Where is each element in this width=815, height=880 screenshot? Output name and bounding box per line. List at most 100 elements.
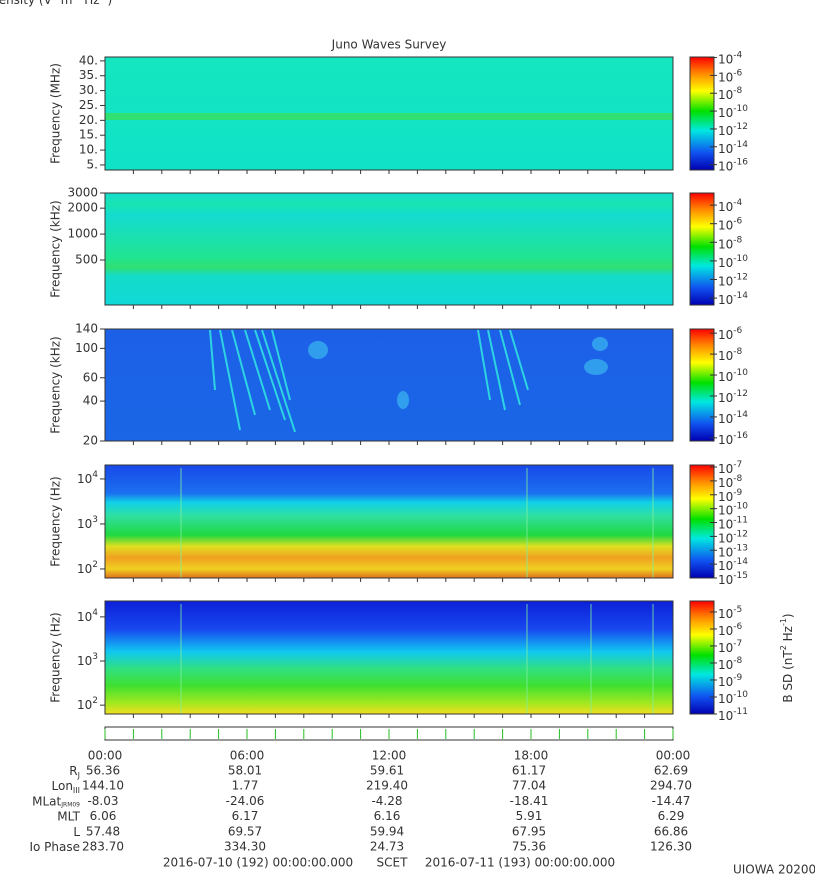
ephemeris-label: L (73, 824, 80, 838)
ephemeris-value: 66.86 (654, 824, 688, 838)
ephemeris-value: -8.03 (87, 794, 118, 808)
y-tick-label: 20. (79, 113, 98, 127)
colorbar-tick-label: 10-9 (718, 672, 743, 688)
colorbar-tick-label: 10-9 (718, 487, 743, 503)
colorbar-tick-label: 10-14 (718, 291, 748, 307)
emission-streaks (209, 329, 529, 433)
text-part: -10 (733, 104, 748, 114)
text-part: 10 (718, 691, 733, 705)
y-tick-label: 20 (83, 434, 98, 448)
colorbar-tick-label: 10-8 (718, 347, 743, 363)
colorbar-tick-label: 10-16 (718, 430, 748, 446)
text-part: 3 (92, 514, 98, 524)
text-part: m (57, 0, 73, 7)
colorbar-tick-label: 10-12 (718, 529, 748, 545)
ephemeris-value: -4.28 (371, 794, 402, 808)
text-part: -12 (733, 272, 748, 282)
y-tick-label: 1000 (67, 227, 98, 241)
ephemeris-value: 67.95 (512, 824, 546, 838)
text-part: 10 (718, 657, 733, 671)
y-tick-label: 104 (77, 607, 98, 623)
colorbar-tick-label: 10-14 (718, 409, 748, 425)
text-part: 10 (718, 640, 733, 654)
panels (105, 57, 673, 714)
text-part: -6 (733, 68, 742, 78)
ephemeris-label: MLatJRM09 (32, 794, 80, 809)
text-part: -15 (733, 571, 748, 581)
ephemeris-value: 144.10 (82, 779, 124, 793)
spectrogram (105, 601, 673, 714)
colorbar-label: Electric Spectral Density (V2 m-2 Hz-1) (0, 0, 112, 7)
y-tick-label: 103 (77, 514, 98, 530)
ephemeris-label: RJ (69, 764, 80, 781)
y-axis-label: Frequency (Hz) (49, 476, 63, 567)
ephemeris-value: 334.30 (224, 840, 266, 854)
emission-band (105, 113, 673, 120)
y-axis-label: Frequency (MHz) (49, 63, 63, 164)
text-part: 10 (718, 328, 733, 342)
y-tick-label: 500 (75, 252, 98, 266)
text-part: 10 (718, 573, 733, 587)
colorbar-tick-label: 10-10 (718, 501, 748, 517)
y-tick-label: 103 (77, 652, 98, 668)
ephemeris-value: 58.01 (228, 764, 262, 778)
colorbar-tick-label: 10-4 (718, 50, 743, 66)
text-part: -12 (733, 529, 748, 539)
text-part: -16 (733, 430, 748, 440)
text-part: 10 (718, 88, 733, 102)
y-tick-label: 2000 (67, 201, 98, 215)
colorbar-tick-label: 10-15 (718, 571, 748, 587)
text-part: 10 (718, 462, 733, 476)
ephemeris-value: 59.94 (370, 824, 404, 838)
text-part: 2 (779, 645, 788, 650)
text-part: L (73, 824, 80, 838)
text-part: 4 (92, 469, 98, 479)
text-part: 10 (718, 517, 733, 531)
text-part: -9 (733, 672, 742, 682)
text-part: -6 (733, 326, 742, 336)
ephemeris-value: 1.77 (232, 779, 259, 793)
spectrogram (105, 329, 673, 441)
time-label: 06:00 (230, 749, 265, 763)
text-part: 10 (718, 141, 733, 155)
colorbar-tick-label: 10-11 (718, 515, 748, 531)
text-part: -8 (733, 473, 742, 483)
y-tick-label: 100 (75, 341, 98, 355)
colorbar (689, 56, 715, 171)
text-part: -14 (733, 139, 748, 149)
text-part: 10 (718, 559, 733, 573)
text-part: -10 (733, 368, 748, 378)
colorbar-tick-label: 10-11 (718, 707, 748, 723)
text-part: 10 (718, 370, 733, 384)
text-part: -11 (733, 707, 748, 717)
spectrogram (105, 465, 673, 578)
spectrogram (105, 193, 673, 305)
y-tick-label: 102 (77, 696, 98, 712)
ephemeris-value: 219.40 (366, 779, 408, 793)
text-part: 10 (718, 489, 733, 503)
colorbar (689, 600, 715, 715)
colorbar-tick-label: 10-16 (718, 157, 748, 173)
text-part: J (77, 771, 80, 780)
ephemeris-value: 6.17 (232, 809, 259, 823)
text-part: ) (781, 613, 795, 618)
text-part: 10 (718, 545, 733, 559)
emission-patches (308, 337, 608, 409)
text-part: 10 (77, 698, 92, 712)
text-part: -9 (733, 487, 742, 497)
text-part: 10 (718, 411, 733, 425)
ephemeris-value: 24.73 (370, 840, 404, 854)
text-part: 10 (77, 561, 92, 575)
ephemeris-value: 61.17 (512, 764, 546, 778)
text-part: 10 (718, 255, 733, 269)
text-part: 10 (77, 609, 92, 623)
text-part: 2 (92, 696, 98, 706)
text-part: Lon (52, 779, 73, 793)
y-tick-label: 140 (75, 322, 98, 336)
text-part: -1 (779, 618, 788, 626)
text-part: 10 (718, 623, 733, 637)
ephemeris-value: 283.70 (82, 840, 124, 854)
text-part: -10 (733, 689, 748, 699)
colorbar-tick-label: 10-10 (718, 104, 748, 120)
colorbar (689, 328, 715, 442)
